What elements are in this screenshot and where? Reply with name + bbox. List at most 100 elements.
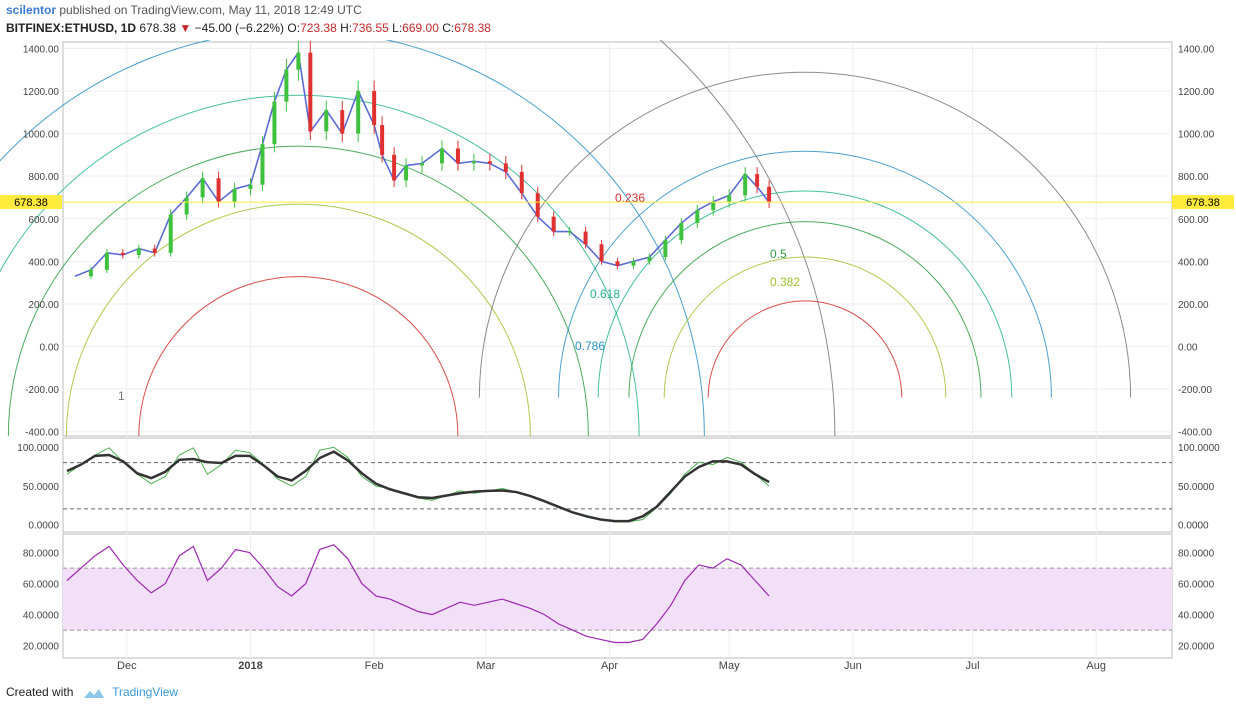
fib-arc (0, 95, 640, 437)
fib-label: 0.786 (575, 339, 605, 353)
fib-arc (7, 145, 589, 437)
price-pane[interactable] (62, 41, 1173, 437)
fib-label: 1 (118, 389, 125, 403)
candle-body (308, 52, 313, 132)
x-tick-label: Mar (476, 660, 495, 672)
candle-body (551, 216, 556, 232)
fib-arc (0, 40, 705, 437)
close-value: 678.38 (454, 21, 491, 35)
x-tick-label: May (719, 660, 740, 672)
candle-body (104, 252, 109, 270)
candle-body (679, 223, 684, 241)
candle-body (168, 214, 173, 253)
fib-label: 0.382 (770, 275, 800, 289)
tradingview-link[interactable]: TradingView (112, 685, 179, 699)
fib-label: 0.5 (770, 247, 787, 261)
candle-body (340, 110, 345, 134)
open-value: 723.38 (300, 21, 337, 35)
high-value: 736.55 (352, 21, 389, 35)
close-label: C: (442, 21, 455, 35)
candle-body (272, 101, 277, 145)
candle-body (471, 161, 476, 164)
candle-body (695, 210, 700, 224)
x-tick-label: Jul (966, 660, 980, 672)
price-tick-right: 800.00 (1178, 172, 1209, 183)
symbol-name: BITFINEX:ETHUSD, 1D (6, 21, 137, 35)
candle-body (727, 195, 732, 202)
current-price-tag-left (0, 195, 62, 210)
candle-body (200, 178, 205, 198)
candle-body (296, 52, 301, 70)
candle-body (767, 186, 772, 203)
current-price-tag-right (1172, 195, 1234, 210)
candle-body (88, 269, 93, 277)
rsi-tick-left: 80.0000 (23, 549, 60, 560)
price-change: −45.00 (−6.22%) (194, 21, 285, 35)
stoch-tick-left: 50.0000 (23, 482, 60, 493)
candle-body (755, 174, 760, 187)
candle-body (503, 163, 508, 172)
rsi-tick-left: 20.0000 (23, 642, 60, 653)
candle-body (487, 161, 492, 164)
price-tick-right: 1200.00 (1178, 87, 1215, 98)
candle-body (663, 240, 668, 258)
open-label: O: (287, 21, 301, 35)
candle-body (439, 148, 444, 164)
price-tick-right: 200.00 (1178, 300, 1209, 311)
created-with-text: Created with (6, 685, 74, 699)
fib-arc (663, 256, 947, 398)
stoch-slow-line (66, 450, 770, 523)
publish-info: published on TradingView.com, May 11, 20… (59, 3, 362, 17)
price-tick-left: 200.00 (28, 300, 59, 311)
candle-body (380, 125, 385, 155)
price-tick-left: 1400.00 (23, 44, 60, 55)
rsi-tick: 20.0000 (1178, 642, 1215, 653)
candle-body (284, 69, 289, 102)
stoch-tick: 100.0000 (1178, 443, 1220, 454)
stoch-tick: 0.0000 (1178, 520, 1209, 531)
chart-area[interactable]: 0.236 0.382 0.5 0.618 0.786 1 678.38 678.38 De… (0, 40, 1236, 680)
fib-arc (707, 300, 903, 398)
rsi-band (63, 568, 1172, 631)
down-arrow-icon: ▼ (179, 21, 192, 35)
price-tick-left: 0.00 (40, 343, 60, 354)
candle-body (743, 174, 748, 196)
x-tick-label: 2018 (238, 660, 262, 672)
candle-body (420, 163, 425, 166)
candle-body (120, 252, 125, 255)
price-tick-right: 1000.00 (1178, 130, 1215, 141)
stoch-fast-line (66, 446, 770, 523)
stochastic-pane[interactable] (62, 437, 1173, 533)
fib-arc (659, 40, 836, 437)
candle-body (248, 184, 253, 189)
candle-body (711, 201, 716, 211)
rsi-tick: 80.0000 (1178, 549, 1215, 560)
x-tick-label: Aug (1086, 660, 1106, 672)
candle-body (583, 231, 588, 245)
x-tick-label: Feb (365, 660, 384, 672)
rsi-tick: 40.0000 (1178, 611, 1215, 622)
x-tick-label: Jun (844, 660, 862, 672)
fib-arc (138, 276, 459, 437)
candle-body (567, 231, 572, 233)
stoch-tick: 50.0000 (1178, 482, 1215, 493)
price-tick-left: 800.00 (28, 172, 59, 183)
candle-body (599, 244, 604, 262)
current-price-tag-left-text: 678.38 (14, 197, 48, 209)
candle-body (535, 193, 540, 217)
rsi-line (66, 544, 770, 644)
candle-body (260, 144, 265, 185)
author-link[interactable]: scilentor (6, 3, 57, 17)
price-series: 678.38 678.38 (0, 40, 1234, 280)
grid-lines (63, 42, 1172, 658)
candle-body (631, 261, 636, 266)
candle-body (455, 148, 460, 164)
rsi-tick: 60.0000 (1178, 580, 1215, 591)
high-label: H: (340, 21, 353, 35)
candle-body (404, 165, 409, 181)
x-tick-label: Dec (117, 660, 137, 672)
candle-body (216, 178, 221, 202)
price-tick-left: 600.00 (28, 215, 59, 226)
price-tick-right: -200.00 (1178, 385, 1212, 396)
candle-body (519, 171, 524, 194)
